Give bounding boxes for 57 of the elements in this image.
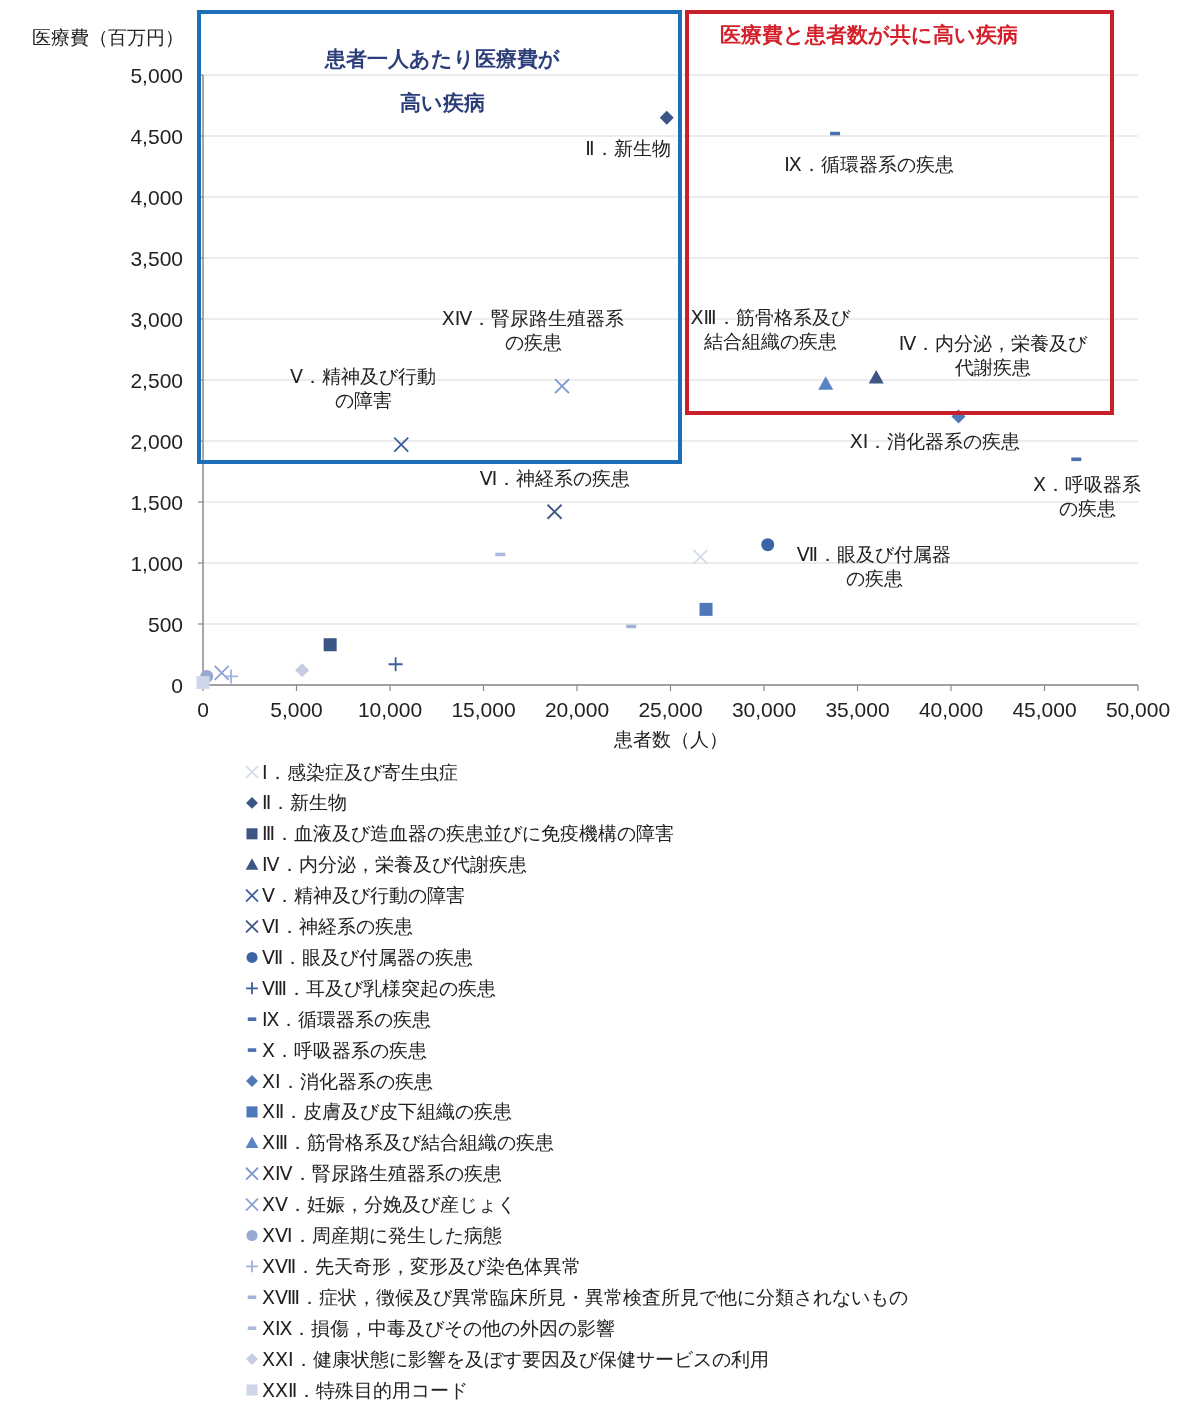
legend-label: ⅩⅡ．皮膚及び皮下組織の疾患 bbox=[262, 1101, 513, 1123]
annotation: Ⅱ．新生物 bbox=[585, 137, 671, 159]
annotation: ⅩⅣ．腎尿路生殖器系の疾患 bbox=[441, 307, 625, 353]
y-tick-label: 5,000 bbox=[130, 63, 183, 87]
legend-label: ⅩⅠ．消化器系の疾患 bbox=[262, 1070, 433, 1092]
legend-label: ⅩⅩⅠ．健康状態に影響を及ぼす要因及び保健サービスの利用 bbox=[262, 1348, 769, 1370]
annotation: 患者一人あたり医療費が高い疾病 bbox=[323, 46, 560, 114]
x-tick-label: 40,000 bbox=[918, 697, 984, 721]
y-tick-label: 0 bbox=[171, 673, 183, 697]
legend-label: Ⅰ．感染症及び寄生虫症 bbox=[262, 761, 458, 783]
x-tick-label: 30,000 bbox=[731, 697, 797, 721]
legend-label: Ⅳ．内分泌，栄養及び代謝疾患 bbox=[262, 854, 527, 876]
x-tick-label: 50,000 bbox=[1105, 697, 1171, 721]
y-tick-label: 3,500 bbox=[130, 246, 183, 270]
x-tick-label: 20,000 bbox=[544, 697, 610, 721]
legend-label: ⅩⅣ．腎尿路生殖器系の疾患 bbox=[262, 1163, 502, 1185]
text: 医療費と患者数が共に高い疾病 bbox=[720, 22, 1018, 46]
annotation: ⅩⅢ．筋骨格系及び結合組織の疾患 bbox=[690, 306, 851, 352]
legend-label: ⅩⅨ．損傷，中毒及びその他の外因の影響 bbox=[262, 1317, 616, 1339]
x-tick-label: 0 bbox=[197, 697, 209, 721]
x-tick-label: 35,000 bbox=[825, 697, 890, 721]
legend-label: ⅩⅥ．周産期に発生した病態 bbox=[262, 1225, 502, 1246]
y-tick-label: 2,500 bbox=[130, 368, 183, 392]
legend-label: Ⅸ．循環器系の疾患 bbox=[262, 1008, 432, 1030]
legend-label: Ⅷ．耳及び乳様突起の疾患 bbox=[262, 977, 497, 999]
x-axis-title: 患者数（人） bbox=[612, 728, 728, 750]
legend-label: ⅩⅧ．症状，徴候及び異常臨床所見・異常検査所見で他に分類されないもの bbox=[262, 1286, 909, 1308]
legend-label: ⅩⅢ．筋骨格系及び結合組織の疾患 bbox=[262, 1132, 555, 1154]
y-tick-label: 2,000 bbox=[130, 429, 183, 453]
legend-label: Ⅵ．神経系の疾患 bbox=[262, 916, 413, 937]
annotation: Ⅶ．眼及び付属器の疾患 bbox=[796, 543, 952, 589]
annotation: Ⅹ．呼吸器系の疾患 bbox=[1032, 473, 1142, 519]
x-tick-label: 45,000 bbox=[1012, 697, 1077, 721]
annotation: Ⅳ．内分泌，栄養及び代謝疾患 bbox=[898, 332, 1089, 378]
legend-label: Ⅶ．眼及び付属器の疾患 bbox=[262, 946, 474, 968]
annotation: ⅩⅠ．消化器系の疾患 bbox=[849, 430, 1021, 452]
y-tick-label: 4,500 bbox=[130, 124, 183, 148]
annotation: Ⅸ．循環器系の疾患 bbox=[784, 153, 954, 175]
x-tick-label: 5,000 bbox=[270, 697, 323, 721]
legend-label: Ⅴ．精神及び行動の障害 bbox=[262, 885, 465, 907]
annotation: Ⅵ．神経系の疾患 bbox=[479, 467, 631, 489]
y-tick-label: 500 bbox=[147, 612, 183, 636]
legend-label: ⅩⅦ．先天奇形，変形及び染色体異常 bbox=[262, 1255, 582, 1277]
x-tick-label: 15,000 bbox=[451, 697, 516, 721]
y-tick-label: 3,000 bbox=[130, 307, 183, 331]
y-tick-label: 4,000 bbox=[130, 185, 183, 209]
legend-label: Ⅱ．新生物 bbox=[262, 792, 348, 814]
legend-label: Ⅹ．呼吸器系の疾患 bbox=[262, 1039, 428, 1061]
y-tick-label: 1,000 bbox=[130, 551, 183, 575]
legend-label: ⅩⅩⅡ．特殊目的用コード bbox=[262, 1379, 469, 1401]
x-tick-label: 10,000 bbox=[357, 697, 423, 721]
y-axis-title: 医療費（百万円） bbox=[32, 26, 184, 48]
annotation: Ⅴ．精神及び行動の障害 bbox=[290, 365, 436, 411]
x-tick-label: 25,000 bbox=[638, 697, 703, 721]
legend-label: Ⅲ．血液及び造血器の疾患並びに免疫機構の障害 bbox=[262, 823, 675, 845]
y-tick-label: 1,500 bbox=[130, 490, 183, 514]
legend-label: ⅩⅤ．妊娠，分娩及び産じょく bbox=[262, 1194, 517, 1216]
